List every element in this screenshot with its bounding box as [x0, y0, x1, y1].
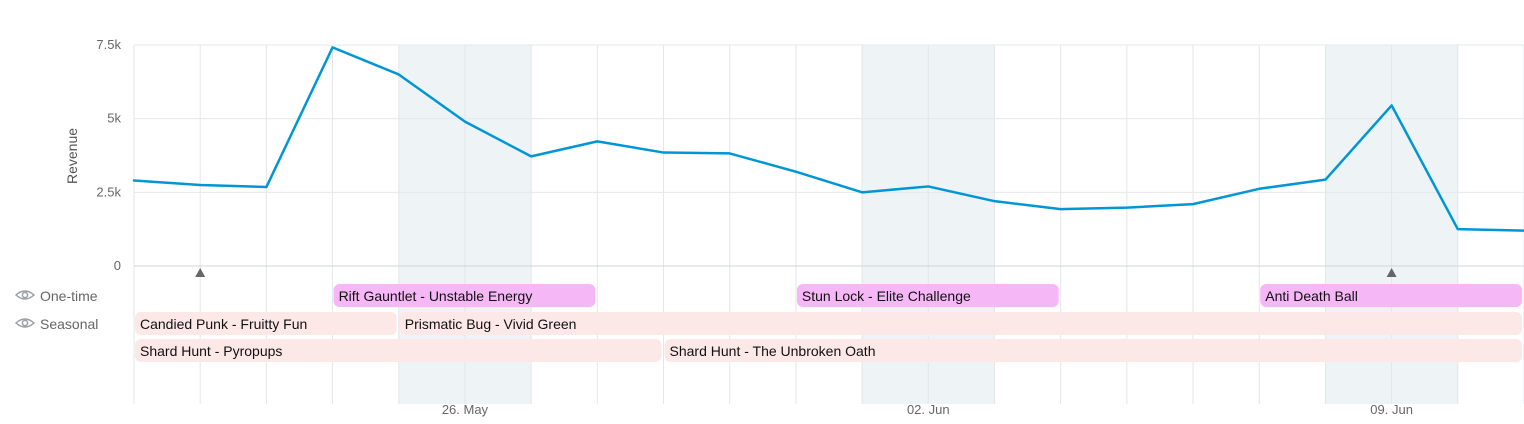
data-point[interactable]: [1125, 206, 1129, 210]
event-marker-triangle[interactable]: [195, 268, 206, 277]
y-tick-label: 2.5k: [96, 184, 121, 199]
data-point[interactable]: [132, 179, 136, 183]
event-bar-label: Anti Death Ball: [1265, 288, 1358, 304]
event-row-label[interactable]: Seasonal: [40, 316, 98, 332]
data-point[interactable]: [662, 151, 666, 155]
data-point[interactable]: [595, 139, 599, 143]
x-tick-label: 09. Jun: [1370, 402, 1413, 417]
data-point[interactable]: [264, 185, 268, 189]
data-point[interactable]: [1191, 202, 1195, 206]
y-axis-label: Revenue: [64, 128, 80, 184]
x-tick-label: 26. May: [442, 402, 489, 417]
data-point[interactable]: [397, 72, 401, 76]
event-bar[interactable]: [1260, 284, 1522, 307]
event-marker-triangle[interactable]: [1386, 268, 1397, 277]
event-bar[interactable]: [796, 284, 1059, 307]
data-point[interactable]: [860, 190, 864, 194]
eye-icon[interactable]: [14, 318, 36, 328]
event-bar[interactable]: [135, 339, 662, 362]
data-point[interactable]: [728, 151, 732, 155]
data-point[interactable]: [198, 183, 202, 187]
data-point[interactable]: [1059, 207, 1063, 211]
x-tick-label: 02. Jun: [907, 402, 950, 417]
event-row-label[interactable]: One-time: [40, 288, 98, 304]
event-bar-label: Stun Lock - Elite Challenge: [802, 288, 971, 304]
y-tick-label: 0: [114, 258, 121, 273]
event-bar-label: Candied Punk - Fruitty Fun: [140, 316, 307, 332]
eye-icon[interactable]: [14, 290, 36, 300]
event-bar-label: Shard Hunt - The Unbroken Oath: [670, 343, 876, 359]
data-point[interactable]: [1456, 227, 1460, 231]
event-bar[interactable]: [399, 312, 1522, 335]
revenue-line: [132, 46, 1524, 232]
event-bar[interactable]: [333, 284, 596, 307]
data-point[interactable]: [463, 120, 467, 124]
event-bar-label: Shard Hunt - Pyropups: [140, 343, 282, 359]
y-tick-label: 7.5k: [96, 37, 121, 52]
data-point[interactable]: [794, 170, 798, 174]
event-bar[interactable]: [135, 312, 397, 335]
event-bar[interactable]: [664, 339, 1522, 362]
data-point[interactable]: [1390, 103, 1394, 107]
event-bar-label: Prismatic Bug - Vivid Green: [405, 316, 577, 332]
data-point[interactable]: [1257, 187, 1261, 191]
y-tick-label: 5k: [107, 111, 121, 126]
data-point[interactable]: [992, 199, 996, 203]
data-point[interactable]: [926, 184, 930, 188]
event-bar-label: Rift Gauntlet - Unstable Energy: [339, 288, 533, 304]
data-point[interactable]: [529, 154, 533, 158]
data-point[interactable]: [1323, 178, 1327, 182]
data-point[interactable]: [331, 45, 335, 49]
